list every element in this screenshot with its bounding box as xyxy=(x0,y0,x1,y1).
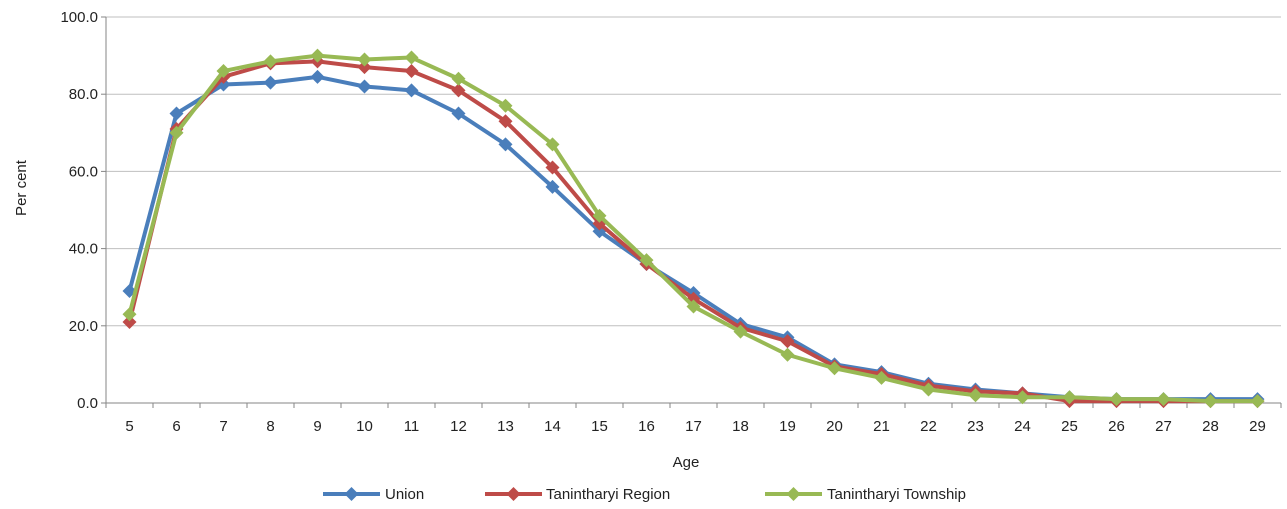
y-tick-label: 60.0 xyxy=(69,163,98,180)
y-tick-label: 80.0 xyxy=(69,86,98,103)
data-point xyxy=(780,334,795,349)
x-tick-label: 6 xyxy=(172,418,180,435)
data-point xyxy=(1062,390,1077,405)
data-point xyxy=(921,382,936,397)
data-point xyxy=(592,208,607,223)
series-line xyxy=(127,74,1258,402)
y-tick-label: 20.0 xyxy=(69,318,98,335)
data-point xyxy=(1156,392,1171,407)
x-tick-label: 8 xyxy=(266,418,274,435)
series-line xyxy=(127,53,1258,404)
data-point xyxy=(498,137,513,152)
legend-marker xyxy=(506,487,521,501)
series-2 xyxy=(122,48,1265,409)
data-point xyxy=(357,60,372,75)
data-point xyxy=(263,75,278,90)
x-tick-label: 25 xyxy=(1061,418,1078,435)
x-tick-label: 12 xyxy=(450,418,467,435)
x-tick-label: 7 xyxy=(219,418,227,435)
data-point xyxy=(404,64,419,79)
y-axis-ticks: 0.0 20.0 40.0 60.0 80.0 100.0 xyxy=(60,9,106,412)
x-axis-title: Age xyxy=(673,454,700,471)
data-point xyxy=(498,114,513,129)
series-0 xyxy=(122,69,1265,407)
data-point xyxy=(1203,394,1218,409)
legend-marker xyxy=(344,487,359,501)
legend: Union Tanintharyi Region Tanintharyi Towns… xyxy=(323,486,966,503)
x-tick-label: 21 xyxy=(873,418,890,435)
data-point xyxy=(498,98,513,113)
data-point xyxy=(545,179,560,194)
x-tick-label: 13 xyxy=(497,418,514,435)
x-tick-label: 15 xyxy=(591,418,608,435)
data-point xyxy=(968,388,983,403)
data-point xyxy=(357,52,372,67)
data-point xyxy=(169,125,184,140)
data-point xyxy=(545,160,560,175)
series-group xyxy=(122,48,1265,409)
x-tick-label: 27 xyxy=(1155,418,1172,435)
data-point xyxy=(404,50,419,65)
legend-label: Tanintharyi Region xyxy=(546,486,670,503)
data-point xyxy=(263,54,278,69)
data-point xyxy=(639,253,654,268)
y-axis-title: Per cent xyxy=(13,159,30,216)
series-line xyxy=(127,59,1258,404)
data-point xyxy=(169,106,184,121)
data-point xyxy=(451,106,466,121)
data-point xyxy=(310,48,325,63)
data-point xyxy=(545,137,560,152)
data-point xyxy=(404,83,419,98)
data-point xyxy=(122,307,137,322)
axes xyxy=(105,17,1281,404)
data-point xyxy=(733,324,748,339)
x-tick-label: 10 xyxy=(356,418,373,435)
x-tick-label: 29 xyxy=(1249,418,1266,435)
data-point xyxy=(1250,394,1265,409)
y-tick-label: 100.0 xyxy=(60,9,98,26)
data-point xyxy=(1109,392,1124,407)
x-tick-label: 23 xyxy=(967,418,984,435)
data-point xyxy=(451,83,466,98)
legend-label: Tanintharyi Township xyxy=(827,486,966,503)
data-point xyxy=(122,314,137,329)
x-tick-label: 20 xyxy=(826,418,843,435)
series-1 xyxy=(122,54,1265,409)
x-tick-label: 22 xyxy=(920,418,937,435)
data-point xyxy=(874,370,889,385)
x-tick-label: 11 xyxy=(404,418,420,435)
legend-label: Union xyxy=(385,486,424,503)
x-tick-label: 28 xyxy=(1202,418,1219,435)
x-tick-label: 16 xyxy=(638,418,655,435)
x-tick-label: 18 xyxy=(732,418,749,435)
data-point xyxy=(1015,390,1030,405)
data-point xyxy=(451,71,466,86)
x-tick-label: 5 xyxy=(125,418,133,435)
gridlines xyxy=(106,16,1281,327)
x-tick-label: 14 xyxy=(544,418,561,435)
data-point xyxy=(686,299,701,314)
legend-item: Union xyxy=(323,486,424,503)
y-tick-label: 0.0 xyxy=(77,395,98,412)
legend-item: Tanintharyi Township xyxy=(765,486,966,503)
data-point xyxy=(310,69,325,84)
data-point xyxy=(827,361,842,376)
x-axis-ticks: 5 6 7 8 9 10 11 12 13 14 15 16 17 18 19 20 21 22 23 24 25 26 2… xyxy=(105,403,1282,435)
data-point xyxy=(357,79,372,94)
x-tick-label: 24 xyxy=(1014,418,1031,435)
x-tick-label: 9 xyxy=(313,418,321,435)
data-point xyxy=(780,347,795,362)
x-tick-label: 17 xyxy=(685,418,702,435)
data-point xyxy=(216,64,231,79)
legend-marker xyxy=(786,487,801,501)
x-tick-label: 19 xyxy=(779,418,796,435)
legend-item: Tanintharyi Region xyxy=(485,486,670,503)
x-tick-label: 26 xyxy=(1108,418,1125,435)
y-tick-label: 40.0 xyxy=(69,241,98,258)
